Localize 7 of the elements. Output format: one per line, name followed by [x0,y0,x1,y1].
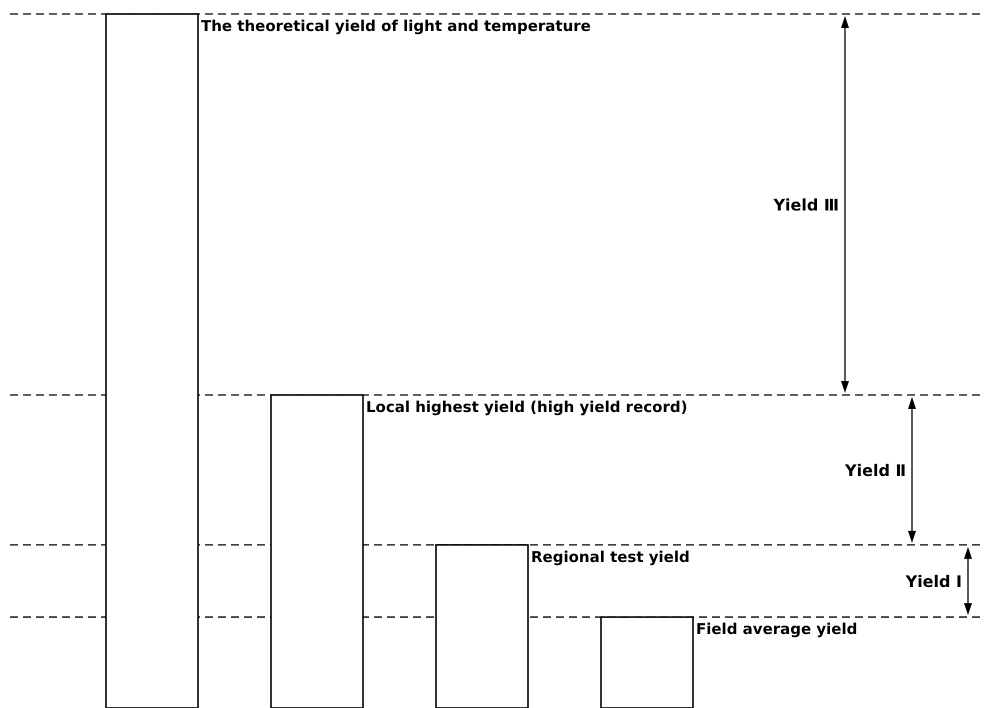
text: Yield Ⅱ [844,460,906,480]
annotation: Regional test yield [531,548,690,566]
text: Yield Ⅲ [772,196,839,215]
annotation: Local highest yield (high yield record) [366,398,688,416]
annotation: The theoretical yield of light and temperature [201,17,591,35]
annotation: Field average yield [696,620,858,638]
text: Yield Ⅰ [904,572,962,591]
